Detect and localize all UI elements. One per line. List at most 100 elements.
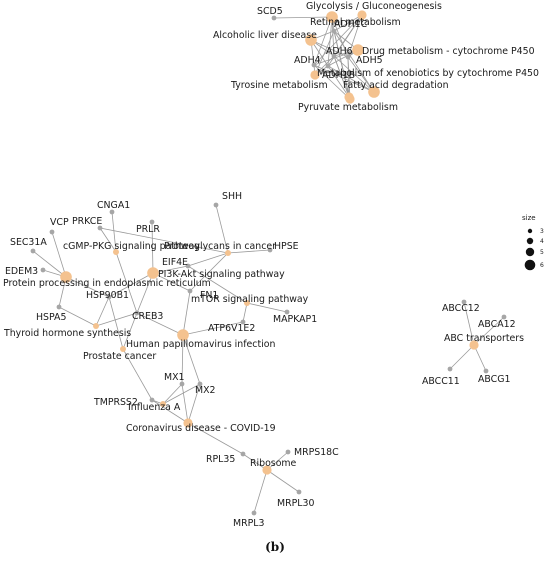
- gene-label-edem3: EDEM3: [5, 266, 38, 277]
- gene-label-adh4: ADH4: [294, 55, 321, 66]
- legend-label-6: 6: [540, 262, 544, 269]
- gene-label-atp6v1e2: ATP6V1E2: [208, 323, 255, 334]
- edge: [108, 272, 154, 298]
- gene-node-mx1: [179, 381, 185, 387]
- gene-label-prkce: PRKCE: [72, 216, 102, 227]
- edge: [313, 16, 333, 66]
- gene-node-adh1b: [325, 63, 331, 69]
- gene-node-hpse: [267, 247, 273, 253]
- pathway-label-covid: Coronavirus disease - COVID-19: [126, 423, 276, 434]
- label-layer: Glycolysis / Gluconeogenesis Retinol meta…: [3, 1, 539, 529]
- pathway-label-drug: Drug metabolism - cytochrome P450: [362, 46, 535, 57]
- gene-label-vcp: VCP: [50, 217, 69, 228]
- gene-node-mrpl30: [296, 489, 302, 495]
- gene-label-scd5: SCD5: [257, 6, 283, 17]
- gene-node-mrps18c: [285, 449, 291, 455]
- pathway-node-glycolysis: [357, 10, 367, 20]
- edge: [122, 312, 138, 350]
- gene-label-abcg1: ABCG1: [478, 374, 510, 385]
- gene-label-mapkap1: MAPKAP1: [273, 314, 317, 325]
- edge: [111, 211, 117, 253]
- edge: [99, 227, 117, 253]
- gene-node-adh5: [345, 54, 351, 60]
- edge: [473, 344, 487, 372]
- legend-label-3: 3: [540, 228, 544, 235]
- gene-node-creb3: [134, 310, 140, 316]
- gene-label-mrpl30: MRPL30: [277, 498, 314, 509]
- legend-title: size: [522, 214, 536, 222]
- pathway-label-proteoglycans: Proteoglycans in cancer: [164, 241, 276, 252]
- pathway-node-pi3k: [147, 267, 159, 279]
- edge: [58, 306, 97, 327]
- legend-dot-5: [525, 247, 535, 257]
- edge: [347, 14, 363, 58]
- gene-node-hsp90b1: [106, 294, 112, 300]
- pathway-node-proteoglycans: [225, 250, 231, 256]
- edge: [51, 231, 67, 278]
- gene-label-shh: SHH: [222, 191, 242, 202]
- pathway-label-tyrosine: Tyrosine metabolism: [230, 80, 328, 91]
- edge: [227, 249, 271, 254]
- pathway-node-prostate: [120, 346, 126, 352]
- gene-label-rpl35: RPL35: [206, 454, 235, 465]
- pathway-node-retinol: [326, 11, 338, 23]
- edge: [273, 16, 333, 19]
- gene-label-creb3: CREB3: [132, 311, 163, 322]
- gene-node-atp6v1e2: [240, 319, 246, 325]
- pathway-label-influenza: Influenza A: [128, 402, 181, 413]
- gene-node-eif4e: [185, 263, 191, 269]
- pathway-node-tyrosine: [310, 70, 320, 80]
- edge: [189, 252, 229, 292]
- pathway-node-hpv: [177, 329, 189, 341]
- edge: [152, 272, 191, 292]
- edge: [347, 56, 351, 100]
- edge: [187, 252, 229, 267]
- edge: [151, 221, 154, 274]
- pathway-label-hpv: Human papillomavirus infection: [126, 339, 275, 350]
- edge: [151, 399, 189, 424]
- pathway-node-influenza: [160, 401, 166, 407]
- gene-label-mrps18c: MRPS18C: [294, 447, 339, 458]
- edge: [253, 469, 268, 514]
- pathway-label-er: Protein processing in endoplasmic reticu…: [3, 278, 211, 289]
- legend-dot-3: [527, 228, 533, 234]
- edge: [95, 296, 110, 327]
- edge: [182, 290, 191, 336]
- pathway-node-thyroid: [93, 323, 99, 329]
- pathway-node-mtor: [244, 300, 250, 306]
- gene-node-vcp: [49, 229, 55, 235]
- pathway-label-mtor: mTOR signaling pathway: [191, 294, 309, 305]
- gene-node-abcc12: [461, 299, 467, 305]
- edge: [449, 344, 475, 370]
- edge: [108, 296, 124, 350]
- gene-label-mx1: MX1: [164, 372, 185, 383]
- edge: [333, 55, 351, 100]
- edge: [187, 383, 201, 424]
- legend-label-5: 5: [540, 249, 544, 256]
- gene-node-sec31a: [30, 248, 36, 254]
- pathway-label-cgmp: cGMP-PKG signaling pathway: [63, 241, 200, 252]
- pathway-label-retinol: Retinol metabolism: [310, 17, 401, 28]
- panel-label: (b): [265, 540, 285, 554]
- gene-label-abcc11: ABCC11: [422, 376, 460, 387]
- gene-node-tmprss2: [149, 397, 155, 403]
- edge: [327, 16, 333, 67]
- edge: [65, 276, 110, 298]
- edge: [215, 204, 229, 254]
- gene-node-mapkap1: [284, 309, 290, 315]
- legend-label-4: 4: [540, 238, 544, 245]
- gene-label-hpse: HPSE: [274, 241, 299, 252]
- edge: [99, 227, 229, 254]
- edge: [187, 422, 244, 455]
- edge: [331, 16, 349, 58]
- edge: [182, 334, 201, 385]
- edge: [122, 348, 153, 401]
- edge: [152, 265, 189, 274]
- edge: [313, 64, 375, 93]
- legend-dot-4: [526, 237, 534, 245]
- edge: [333, 14, 363, 32]
- pathway-label-prostate: Prostate cancer: [83, 351, 156, 362]
- gene-node-cnga1: [109, 209, 115, 215]
- edge: [313, 64, 351, 100]
